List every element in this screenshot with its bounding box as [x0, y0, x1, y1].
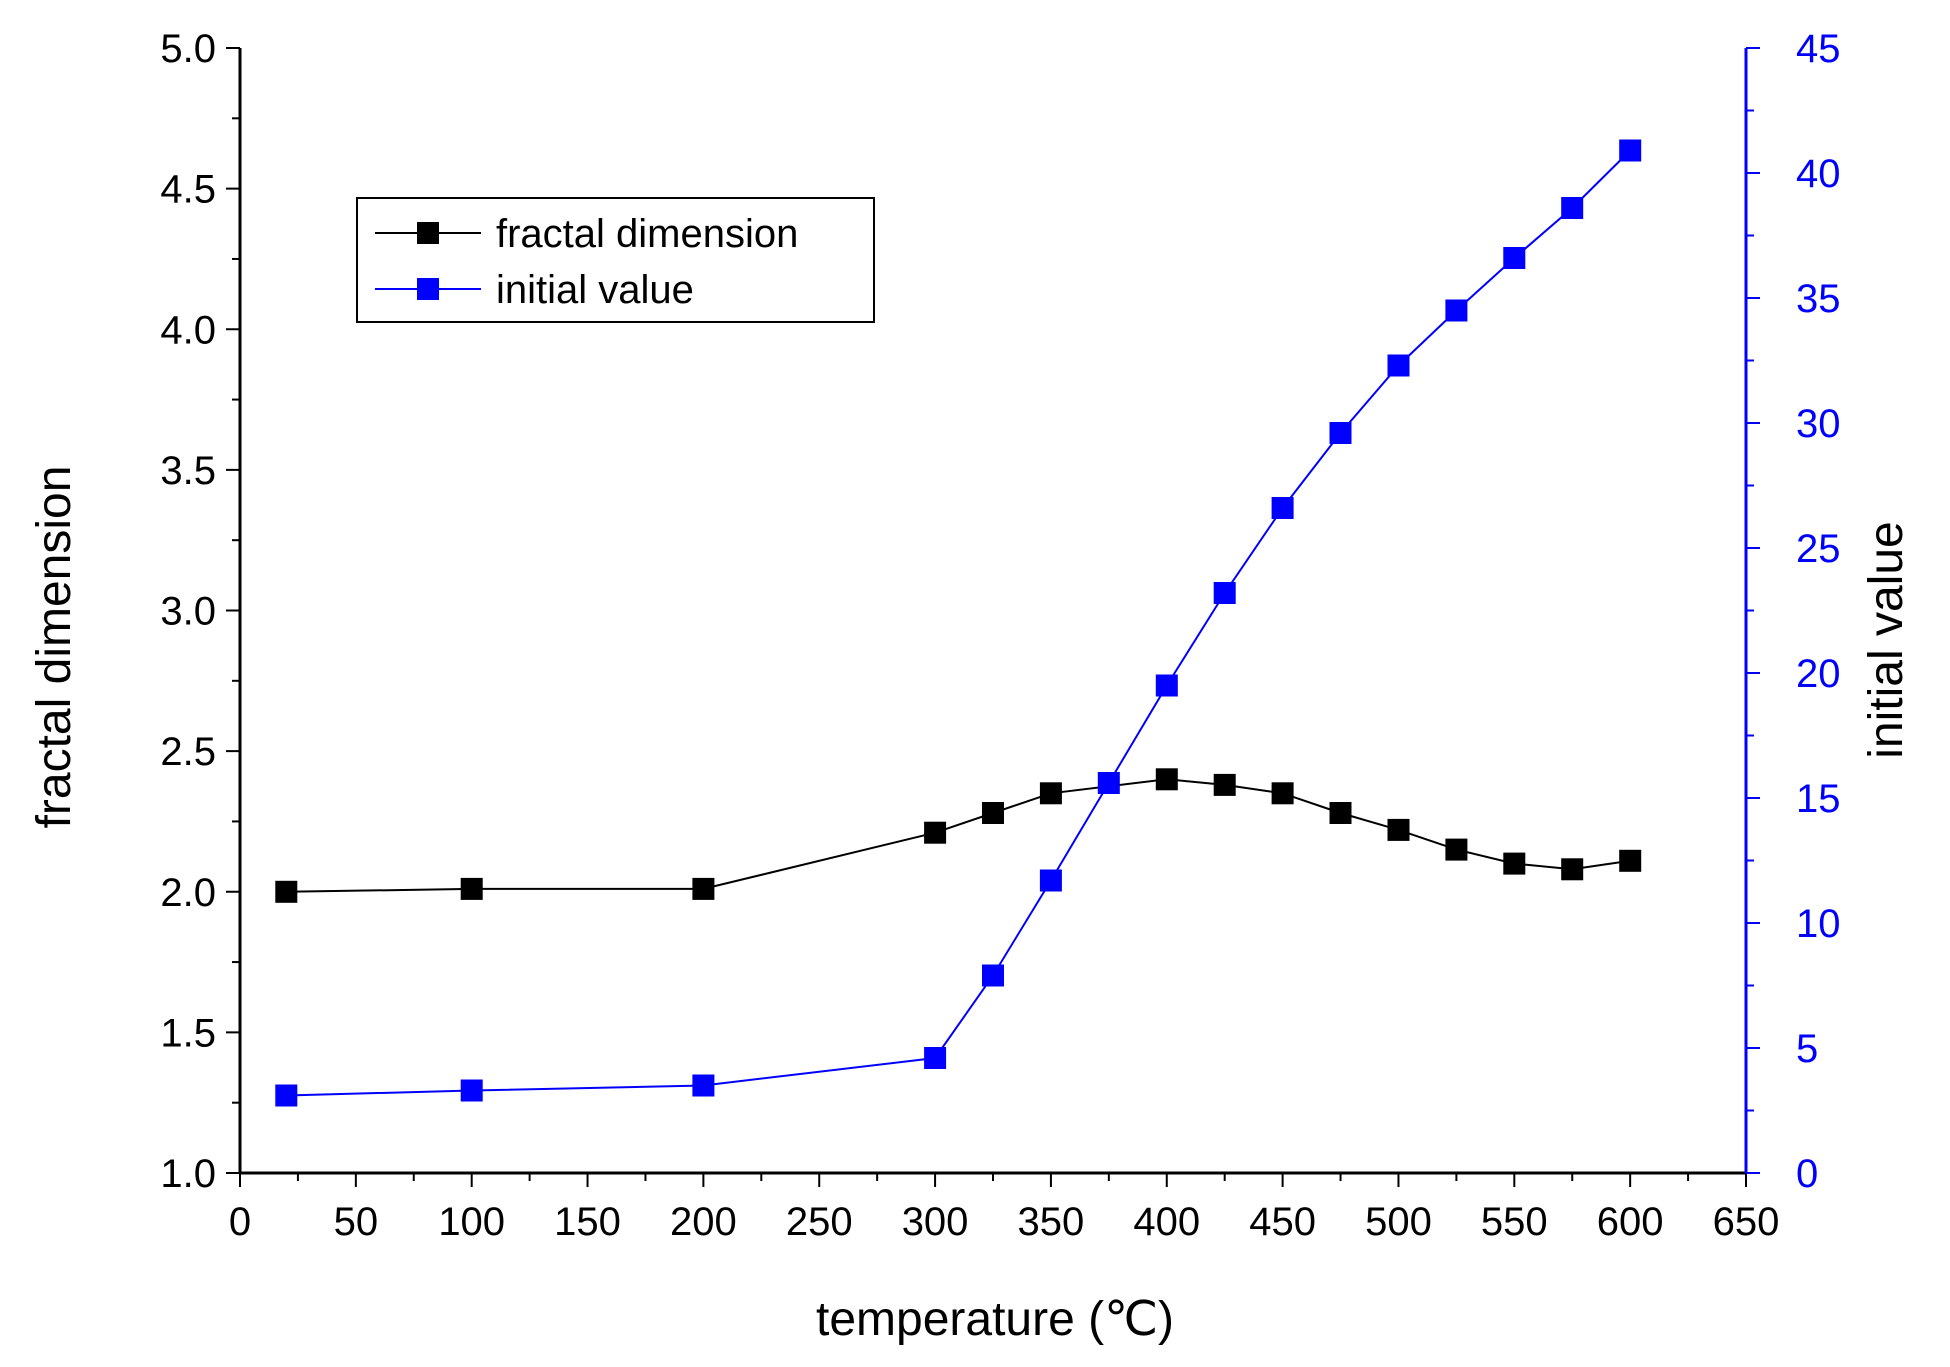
data-point-fractal-dimension — [1213, 773, 1236, 796]
y2-tick-label: 15 — [1796, 777, 1841, 821]
x-tick-label: 50 — [334, 1200, 379, 1244]
y2-axis-title: initial value — [1860, 521, 1913, 758]
data-point-fractal-dimension — [692, 877, 715, 900]
x-tick-label: 450 — [1249, 1200, 1316, 1244]
data-point-initial-value — [1387, 354, 1410, 377]
x-tick-label: 500 — [1365, 1200, 1432, 1244]
x-tick-label: 300 — [902, 1200, 969, 1244]
x-tick-label: 100 — [438, 1200, 505, 1244]
series-line-initial-value — [286, 149, 1631, 1097]
data-point-fractal-dimension — [275, 880, 298, 903]
y2-tick-label: 30 — [1796, 402, 1841, 446]
x-axis-title: temperature (℃) — [816, 1293, 1174, 1346]
data-point-initial-value — [1213, 582, 1236, 604]
data-point-initial-value — [1039, 869, 1062, 892]
x-tick-label: 600 — [1597, 1200, 1664, 1244]
x-tick-label: 650 — [1713, 1200, 1780, 1244]
data-point-initial-value — [924, 1047, 947, 1069]
legend-label-initial-value: initial value — [496, 268, 694, 312]
x-tick-label: 150 — [554, 1200, 621, 1244]
data-point-fractal-dimension — [1445, 838, 1468, 861]
legend-marker-fractal-dimension — [417, 222, 439, 244]
data-point-fractal-dimension — [1561, 858, 1584, 881]
data-point-fractal-dimension — [1329, 802, 1352, 824]
x-tick-label: 250 — [786, 1200, 853, 1244]
y2-tick-label: 20 — [1796, 652, 1841, 696]
data-point-initial-value — [1329, 422, 1352, 444]
y-tick-label: 3.0 — [160, 590, 216, 634]
y2-tick-label: 25 — [1796, 527, 1841, 571]
y-tick-label: 4.5 — [160, 168, 216, 212]
y2-tick-label: 5 — [1796, 1027, 1818, 1071]
data-point-fractal-dimension — [460, 877, 483, 900]
x-tick-label: 0 — [229, 1200, 251, 1244]
y-tick-label: 1.0 — [160, 1152, 216, 1196]
y-tick-label: 3.5 — [160, 449, 216, 493]
data-point-initial-value — [1619, 139, 1642, 162]
y2-tick-label: 35 — [1796, 277, 1841, 321]
data-point-fractal-dimension — [924, 821, 947, 844]
data-point-fractal-dimension — [982, 802, 1004, 824]
data-point-initial-value — [275, 1084, 298, 1107]
y-axis-title: fractal dimension — [28, 466, 81, 829]
series — [275, 139, 1642, 1107]
data-point-initial-value — [1097, 772, 1120, 794]
y2-tick-label: 40 — [1796, 152, 1841, 196]
legend-box — [356, 197, 875, 323]
ticks: 0 50 100 150 200 250 300 350 400 450 500 550 600 6501… — [160, 27, 1840, 1244]
data-point-fractal-dimension — [1155, 768, 1178, 791]
y2-tick-label: 0 — [1796, 1152, 1818, 1196]
data-point-fractal-dimension — [1271, 782, 1294, 805]
data-point-initial-value — [1271, 497, 1294, 519]
data-point-initial-value — [982, 964, 1004, 987]
x-tick-label: 550 — [1481, 1200, 1548, 1244]
y-tick-label: 2.0 — [160, 871, 216, 915]
data-point-fractal-dimension — [1619, 849, 1642, 872]
y-tick-label: 2.5 — [160, 730, 216, 774]
x-tick-label: 350 — [1018, 1200, 1085, 1244]
series-line-fractal-dimension — [286, 778, 1631, 893]
y2-tick-label: 10 — [1796, 902, 1841, 946]
data-point-initial-value — [1561, 197, 1584, 219]
y-tick-label: 5.0 — [160, 27, 216, 71]
legend-marker-initial-value — [417, 278, 439, 300]
legend: fractal dimension initial value — [356, 197, 875, 323]
y-tick-label: 1.5 — [160, 1011, 216, 1055]
data-point-fractal-dimension — [1503, 852, 1526, 875]
data-point-fractal-dimension — [1039, 782, 1062, 805]
legend-label-fractal-dimension: fractal dimension — [496, 212, 798, 256]
x-tick-label: 400 — [1133, 1200, 1200, 1244]
data-point-initial-value — [1155, 674, 1178, 697]
y2-tick-label: 45 — [1796, 27, 1841, 71]
data-point-initial-value — [692, 1074, 715, 1097]
data-point-initial-value — [1503, 247, 1526, 269]
data-point-initial-value — [1445, 299, 1468, 322]
data-point-fractal-dimension — [1387, 818, 1410, 841]
x-tick-label: 200 — [670, 1200, 737, 1244]
data-point-initial-value — [460, 1079, 483, 1102]
y-tick-label: 4.0 — [160, 308, 216, 352]
